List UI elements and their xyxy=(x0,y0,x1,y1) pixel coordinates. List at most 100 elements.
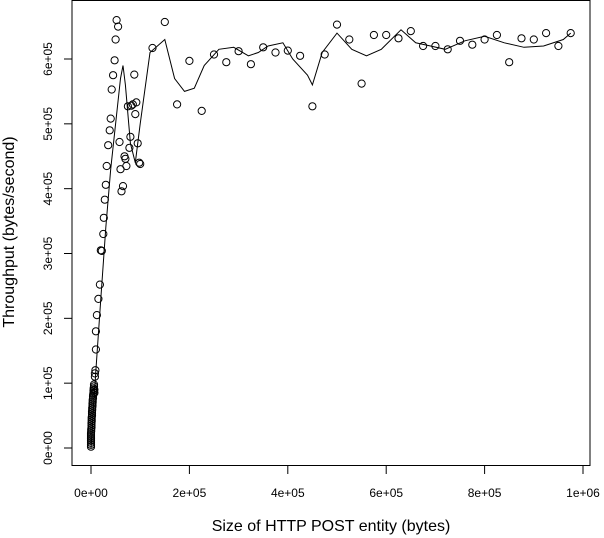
data-point xyxy=(480,35,489,44)
smoothed-line xyxy=(90,29,572,449)
data-point xyxy=(86,436,96,445)
data-point xyxy=(136,159,145,169)
data-point xyxy=(126,132,135,141)
x-tick-label: 1e+06 xyxy=(566,486,600,500)
data-point xyxy=(332,20,342,29)
data-point xyxy=(123,102,133,111)
data-point xyxy=(87,423,96,432)
data-point xyxy=(173,100,182,109)
data-point xyxy=(542,28,551,38)
data-point xyxy=(185,56,194,66)
data-point xyxy=(222,58,231,67)
data-point xyxy=(104,141,113,150)
data-point xyxy=(91,345,101,354)
data-point xyxy=(87,415,96,424)
data-point xyxy=(99,213,108,222)
data-point xyxy=(394,34,403,43)
data-point xyxy=(234,47,243,56)
data-point xyxy=(283,46,292,55)
data-point xyxy=(566,28,575,38)
x-tick-label: 8e+05 xyxy=(468,486,502,500)
x-axis: 0e+00 2e+05 4e+05 6e+05 8e+05 1e+06 xyxy=(74,466,600,500)
x-tick-label: 6e+05 xyxy=(369,486,403,500)
data-point xyxy=(320,50,329,59)
data-point xyxy=(443,45,452,54)
data-point xyxy=(111,35,120,44)
data-point xyxy=(209,50,219,59)
data-point xyxy=(492,30,501,40)
data-point xyxy=(308,102,317,111)
x-tick-label: 4e+05 xyxy=(271,486,305,500)
data-point xyxy=(86,432,96,442)
data-point xyxy=(468,40,477,49)
data-point xyxy=(517,34,526,43)
y-tick-label: 2e+05 xyxy=(41,301,55,335)
data-point xyxy=(86,440,96,449)
data-point xyxy=(88,401,97,410)
data-point xyxy=(91,366,100,375)
data-point xyxy=(382,30,391,40)
y-tick-label: 4e+05 xyxy=(41,171,55,205)
y-axis: 0e+00 1e+05 2e+05 3e+05 4e+05 5e+05 6e+05 xyxy=(41,42,72,465)
x-axis-label: Size of HTTP POST entity (bytes) xyxy=(212,518,451,535)
data-point xyxy=(89,380,99,389)
smoothed-curve xyxy=(90,29,572,449)
data-point xyxy=(133,139,142,148)
data-point xyxy=(419,41,428,51)
data-point xyxy=(296,51,305,60)
data-point xyxy=(109,71,118,80)
data-point xyxy=(99,229,108,239)
data-point xyxy=(114,22,123,31)
data-point xyxy=(132,98,141,107)
data-point xyxy=(122,161,131,171)
data-point xyxy=(259,43,268,52)
data-point xyxy=(90,385,99,394)
data-point xyxy=(94,294,103,303)
data-point xyxy=(130,70,139,79)
data-point xyxy=(357,79,366,88)
data-point xyxy=(406,27,415,36)
y-tick-label: 6e+05 xyxy=(41,42,55,76)
data-point xyxy=(97,246,106,255)
data-points xyxy=(86,16,575,451)
data-point xyxy=(90,369,100,378)
x-tick-label: 2e+05 xyxy=(173,486,207,500)
data-point xyxy=(148,43,157,53)
data-point xyxy=(529,35,538,44)
data-point xyxy=(197,106,206,116)
data-point xyxy=(554,41,563,51)
y-tick-label: 1e+05 xyxy=(41,366,55,400)
data-point xyxy=(105,126,114,135)
data-point xyxy=(345,35,354,44)
data-point xyxy=(95,280,105,289)
y-axis-label: Throughput (bytes/second) xyxy=(1,136,18,327)
data-point xyxy=(91,327,101,336)
plot-frame xyxy=(71,0,591,466)
y-tick-label: 3e+05 xyxy=(41,236,55,270)
data-point xyxy=(102,161,111,171)
data-point xyxy=(106,114,115,123)
data-point xyxy=(118,182,128,191)
x-tick-label: 0e+00 xyxy=(74,486,108,500)
data-point xyxy=(92,311,102,320)
data-point xyxy=(90,388,99,397)
data-point xyxy=(87,411,97,420)
data-point xyxy=(125,143,134,152)
data-point xyxy=(505,58,514,67)
data-point xyxy=(110,56,119,65)
data-point xyxy=(96,246,105,255)
data-point xyxy=(115,137,124,147)
data-point xyxy=(100,195,109,204)
data-point xyxy=(431,41,440,51)
data-point xyxy=(455,36,465,45)
data-point xyxy=(369,30,378,40)
data-point xyxy=(90,372,100,381)
data-point xyxy=(117,187,126,196)
data-point xyxy=(88,397,97,407)
data-point xyxy=(131,110,140,119)
y-tick-label: 0e+00 xyxy=(41,431,55,465)
data-point xyxy=(101,180,110,189)
data-point xyxy=(160,17,169,27)
data-point xyxy=(107,85,116,94)
